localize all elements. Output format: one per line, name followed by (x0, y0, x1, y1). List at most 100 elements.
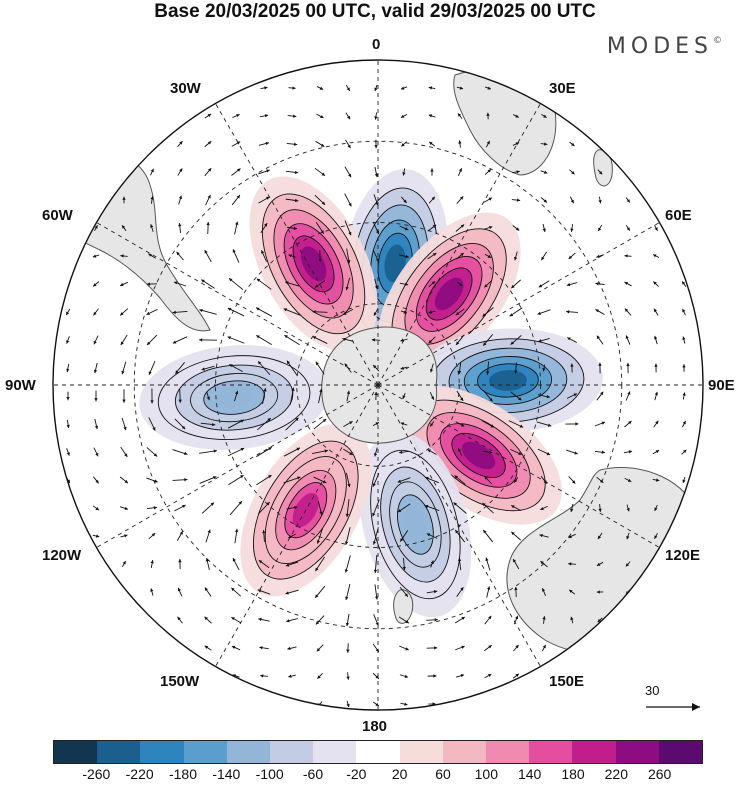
wind-arrow (147, 506, 157, 509)
colorbar-cell (529, 741, 572, 763)
wind-arrow (147, 335, 157, 345)
wind-arrow (345, 194, 352, 207)
wind-arrow (458, 113, 462, 118)
wind-arrow (400, 675, 408, 678)
wind-arrow (566, 310, 578, 313)
colorbar-tick-label: -260 (82, 766, 110, 782)
wind-arrow (93, 506, 99, 510)
wind-arrow (654, 364, 657, 373)
lon-label-30e: 30E (549, 80, 576, 97)
wind-arrow (146, 478, 157, 483)
wind-arrow (288, 114, 297, 117)
colorbar-cell (270, 741, 313, 763)
wind-arrow (205, 141, 212, 147)
wind-arrow (149, 361, 155, 375)
wind-arrow (513, 645, 518, 651)
wind-arrow (682, 421, 685, 427)
wind-arrow (66, 364, 69, 372)
wind-arrow (487, 586, 491, 597)
wind-arrow (682, 281, 686, 286)
wind-arrow (178, 168, 182, 175)
colorbar-cell (572, 741, 615, 763)
wind-arrow (345, 140, 350, 148)
wind-arrow (485, 558, 490, 571)
wind-arrow (120, 477, 128, 483)
wind-arrow (121, 362, 125, 374)
wind-arrow (541, 171, 548, 174)
wind-arrow (626, 197, 630, 202)
wind-arrow (288, 86, 295, 89)
wind-arrow (235, 222, 239, 235)
lon-label-0: 0 (372, 36, 380, 53)
wind-arrow (66, 392, 69, 400)
wind-arrow (429, 86, 435, 89)
wind-arrow (67, 448, 70, 455)
colorbar-tick-label: -60 (303, 766, 323, 782)
wind-arrow (120, 309, 128, 316)
wind-arrow (121, 447, 128, 457)
colorbar-cell (356, 741, 399, 763)
wind-arrow (286, 171, 298, 174)
wind-arrow (205, 587, 211, 596)
wind-arrow (287, 143, 297, 146)
wind-arrow (205, 250, 212, 262)
wind-arrow (232, 114, 239, 118)
colorbar-tick-label: 100 (475, 766, 498, 782)
wind-arrow (569, 142, 574, 146)
wind-arrow (598, 197, 601, 204)
colorbar-tick-label: 180 (561, 766, 584, 782)
wind-arrow (654, 336, 657, 344)
wind-arrow (233, 249, 239, 262)
colorbar-tick-label: 20 (392, 766, 408, 782)
wind-arrow (260, 674, 268, 677)
wind-arrow (595, 451, 605, 454)
lon-label-120e: 120E (665, 547, 700, 564)
wind-arrow (202, 503, 214, 514)
colorbar-cell (400, 741, 443, 763)
wind-arrow (595, 422, 605, 426)
wind-arrow (284, 335, 299, 345)
wind-arrow (682, 364, 685, 371)
wind-arrow (315, 586, 325, 598)
wind-arrow (95, 419, 98, 429)
wind-arrow (230, 501, 242, 515)
wind-arrow (654, 421, 659, 427)
wind-arrow (94, 448, 98, 457)
lon-label-150e: 150E (549, 673, 584, 690)
wind-arrow (597, 336, 603, 345)
lon-label-120w: 120W (42, 547, 81, 564)
wind-arrow (233, 558, 239, 570)
wind-arrow (260, 114, 268, 117)
colorbar-tick-label: -180 (169, 766, 197, 782)
wind-arrow (179, 196, 182, 205)
wind-arrow (231, 169, 240, 176)
wind-arrow (120, 282, 128, 286)
colorbar-tick-label: 60 (435, 766, 451, 782)
wind-arrow (316, 141, 325, 146)
wind-arrow (232, 646, 240, 650)
south-america (54, 152, 210, 331)
wind-arrow (177, 252, 184, 260)
wind-arrow (373, 702, 379, 706)
wind-arrow (569, 253, 576, 259)
wind-arrow (625, 309, 631, 316)
wind-arrow (345, 167, 351, 177)
wind-arrow (373, 644, 379, 652)
colorbar-tick-label: 140 (518, 766, 541, 782)
wind-arrow (653, 450, 659, 453)
lon-label-90e: 90E (708, 377, 735, 394)
wind-arrow (150, 169, 153, 176)
colorbar-cell (97, 741, 140, 763)
wind-arrow (121, 335, 127, 345)
wind-arrow (317, 673, 322, 678)
wind-arrow (458, 168, 462, 176)
wind-arrow (206, 530, 211, 543)
wind-arrow (205, 617, 212, 623)
wind-arrow (456, 674, 464, 677)
wind-arrow (510, 308, 523, 317)
wind-arrow (288, 675, 296, 678)
wind-arrow (682, 309, 685, 315)
